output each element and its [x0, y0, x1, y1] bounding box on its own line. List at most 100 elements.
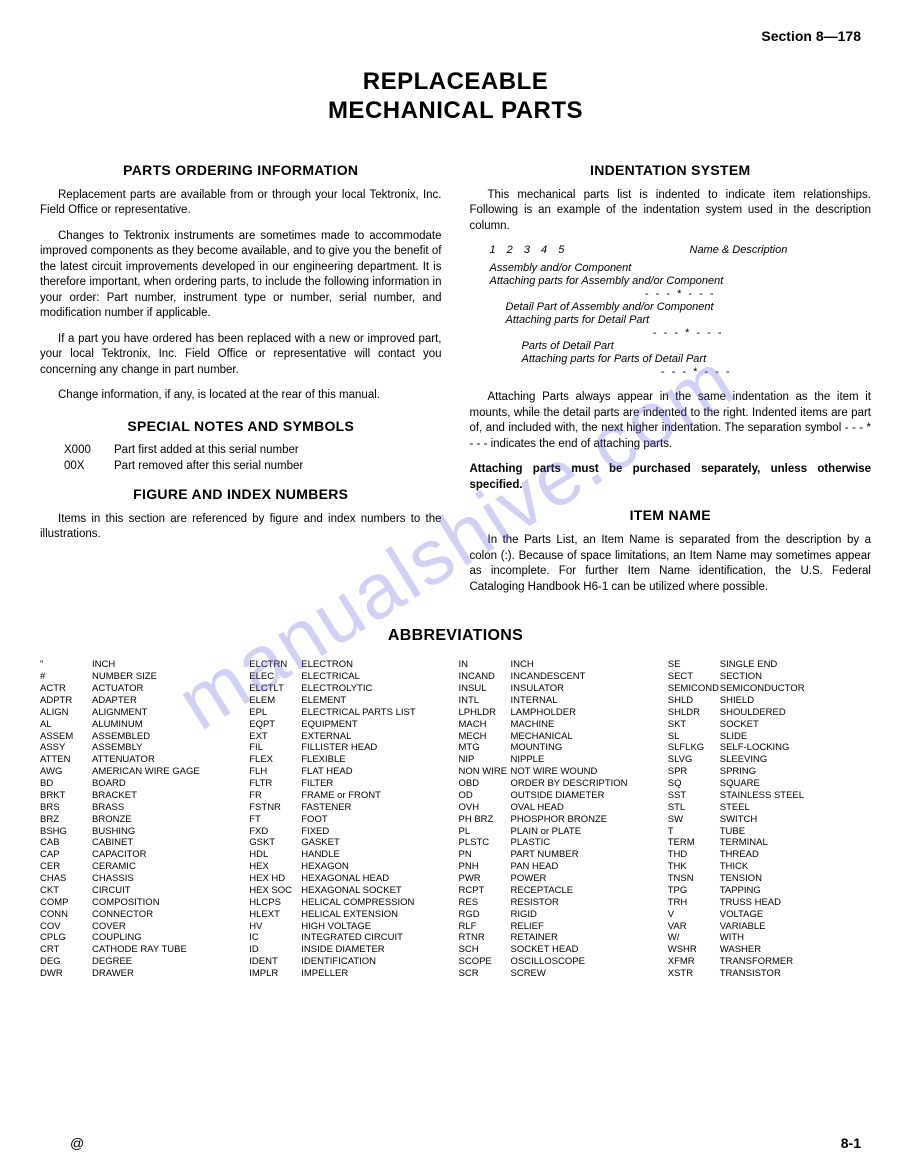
abbrev-key: THK [668, 861, 720, 873]
abbrev-row: TNSNTENSION [668, 873, 871, 885]
special-key: X000 [64, 444, 114, 456]
abbrev-val: LAMPHOLDER [511, 707, 576, 719]
abbrev-val: CABINET [92, 837, 133, 849]
abbrev-val: HEXAGONAL HEAD [301, 873, 389, 885]
abbrev-val: SEMICONDUCTOR [720, 683, 805, 695]
abbrev-row: PNPART NUMBER [459, 849, 662, 861]
abbrev-key: GSKT [249, 837, 301, 849]
abbrev-val: THICK [720, 861, 749, 873]
abbrev-row: STLSTEEL [668, 802, 871, 814]
abbrev-val: SINGLE END [720, 659, 778, 671]
abbrev-key: ELEM [249, 695, 301, 707]
abbrev-row: SEMICONDSEMICONDUCTOR [668, 683, 871, 695]
abbrev-key: RGD [459, 909, 511, 921]
abbrev-key: CONN [40, 909, 92, 921]
abbrev-key: ELCTLT [249, 683, 301, 695]
special-row: X000 Part first added at this serial num… [64, 444, 442, 456]
abbrev-row: HEXHEXAGON [249, 861, 452, 873]
abbrev-val: ELECTRON [301, 659, 353, 671]
abbrev-row: ASSEMASSEMBLED [40, 731, 243, 743]
abbrev-val: STAINLESS STEEL [720, 790, 804, 802]
abbrev-key: FLH [249, 766, 301, 778]
abbrev-val: BUSHING [92, 826, 135, 838]
abbrev-key: HEX HD [249, 873, 301, 885]
indent-line: Attaching parts for Assembly and/or Comp… [490, 275, 872, 287]
abbrev-key: AL [40, 719, 92, 731]
abbrev-val: SPRING [720, 766, 756, 778]
abbrev-val: DRAWER [92, 968, 134, 980]
abbrev-val: MECHANICAL [511, 731, 573, 743]
abbrev-key: PNH [459, 861, 511, 873]
abbrev-val: BOARD [92, 778, 126, 790]
abbrev-row: NON WIRENOT WIRE WOUND [459, 766, 662, 778]
abbrev-key: WSHR [668, 944, 720, 956]
abbrev-row: EPLELECTRICAL PARTS LIST [249, 707, 452, 719]
abbrev-key: T [668, 826, 720, 838]
abbrev-val: CATHODE RAY TUBE [92, 944, 187, 956]
abbrev-key: SKT [668, 719, 720, 731]
abbrev-val: TERMINAL [720, 837, 768, 849]
abbrev-val: ORDER BY DESCRIPTION [511, 778, 628, 790]
abbrev-row: IDINSIDE DIAMETER [249, 944, 452, 956]
abbrev-key: ALIGN [40, 707, 92, 719]
abbrev-key: INCAND [459, 671, 511, 683]
abbrev-key: TPG [668, 885, 720, 897]
abbrev-key: DEG [40, 956, 92, 968]
abbrev-row: PWRPOWER [459, 873, 662, 885]
abbrev-row: THDTHREAD [668, 849, 871, 861]
abbrev-row: GSKTGASKET [249, 837, 452, 849]
abbrev-key: FLEX [249, 754, 301, 766]
abbrev-key: BRKT [40, 790, 92, 802]
abbrev-val: ALIGNMENT [92, 707, 147, 719]
indent-namedesc: Name & Description [690, 244, 788, 256]
abbrev-val: TRANSFORMER [720, 956, 793, 968]
abbrev-row: SPRSPRING [668, 766, 871, 778]
abbrev-row: RCPTRECEPTACLE [459, 885, 662, 897]
abbrev-key: XFMR [668, 956, 720, 968]
abbrev-row: INTLINTERNAL [459, 695, 662, 707]
abbrev-row: HEX SOCHEXAGONAL SOCKET [249, 885, 452, 897]
abbrev-key: CER [40, 861, 92, 873]
abbrev-row: SHLDRSHOULDERED [668, 707, 871, 719]
abbrev-val: ADAPTER [92, 695, 137, 707]
abbrev-row: RGDRIGID [459, 909, 662, 921]
abbrev-row: "INCH [40, 659, 243, 671]
abbrev-key: IMPLR [249, 968, 301, 980]
abbrev-row: RTNRRETAINER [459, 932, 662, 944]
abbrev-row: HEX HDHEXAGONAL HEAD [249, 873, 452, 885]
abbrev-val: PLAIN or PLATE [511, 826, 582, 838]
abbrev-row: LPHLDRLAMPHOLDER [459, 707, 662, 719]
abbrev-val: BRASS [92, 802, 124, 814]
abbrev-key: EPL [249, 707, 301, 719]
abbrev-val: TENSION [720, 873, 762, 885]
abbrev-column: SESINGLE ENDSECTSECTIONSEMICONDSEMICONDU… [668, 659, 871, 980]
abbrev-row: FSTNRFASTENER [249, 802, 452, 814]
abbrev-row: BRZBRONZE [40, 814, 243, 826]
abbrev-key: MACH [459, 719, 511, 731]
para-order-1: Replacement parts are available from or … [40, 188, 442, 219]
abbrev-val: INTEGRATED CIRCUIT [301, 932, 403, 944]
abbrev-key: FR [249, 790, 301, 802]
abbrev-key: OVH [459, 802, 511, 814]
abbrev-val: MACHINE [511, 719, 555, 731]
abbrev-val: PART NUMBER [511, 849, 579, 861]
abbrev-row: PH BRZPHOSPHOR BRONZE [459, 814, 662, 826]
title-line2: MECHANICAL PARTS [40, 97, 871, 126]
abbrev-key: AWG [40, 766, 92, 778]
indent-example: 1 2 3 4 5 Name & Description Assembly an… [470, 244, 872, 378]
abbrev-key: PWR [459, 873, 511, 885]
indent-line: Detail Part of Assembly and/or Component [506, 301, 872, 313]
abbrev-row: EXTEXTERNAL [249, 731, 452, 743]
abbrev-row: FXDFIXED [249, 826, 452, 838]
abbrev-row: EQPTEQUIPMENT [249, 719, 452, 731]
abbrev-key: VAR [668, 921, 720, 933]
para-order-2: Changes to Tektronix instruments are som… [40, 229, 442, 322]
abbrev-row: BRSBRASS [40, 802, 243, 814]
abbrev-row: ICINTEGRATED CIRCUIT [249, 932, 452, 944]
abbrev-key: NON WIRE [459, 766, 511, 778]
abbrev-val: FASTENER [301, 802, 351, 814]
abbrev-key: FSTNR [249, 802, 301, 814]
abbrev-row: MECHMECHANICAL [459, 731, 662, 743]
abbrev-key: BSHG [40, 826, 92, 838]
abbrev-row: ASSYASSEMBLY [40, 742, 243, 754]
